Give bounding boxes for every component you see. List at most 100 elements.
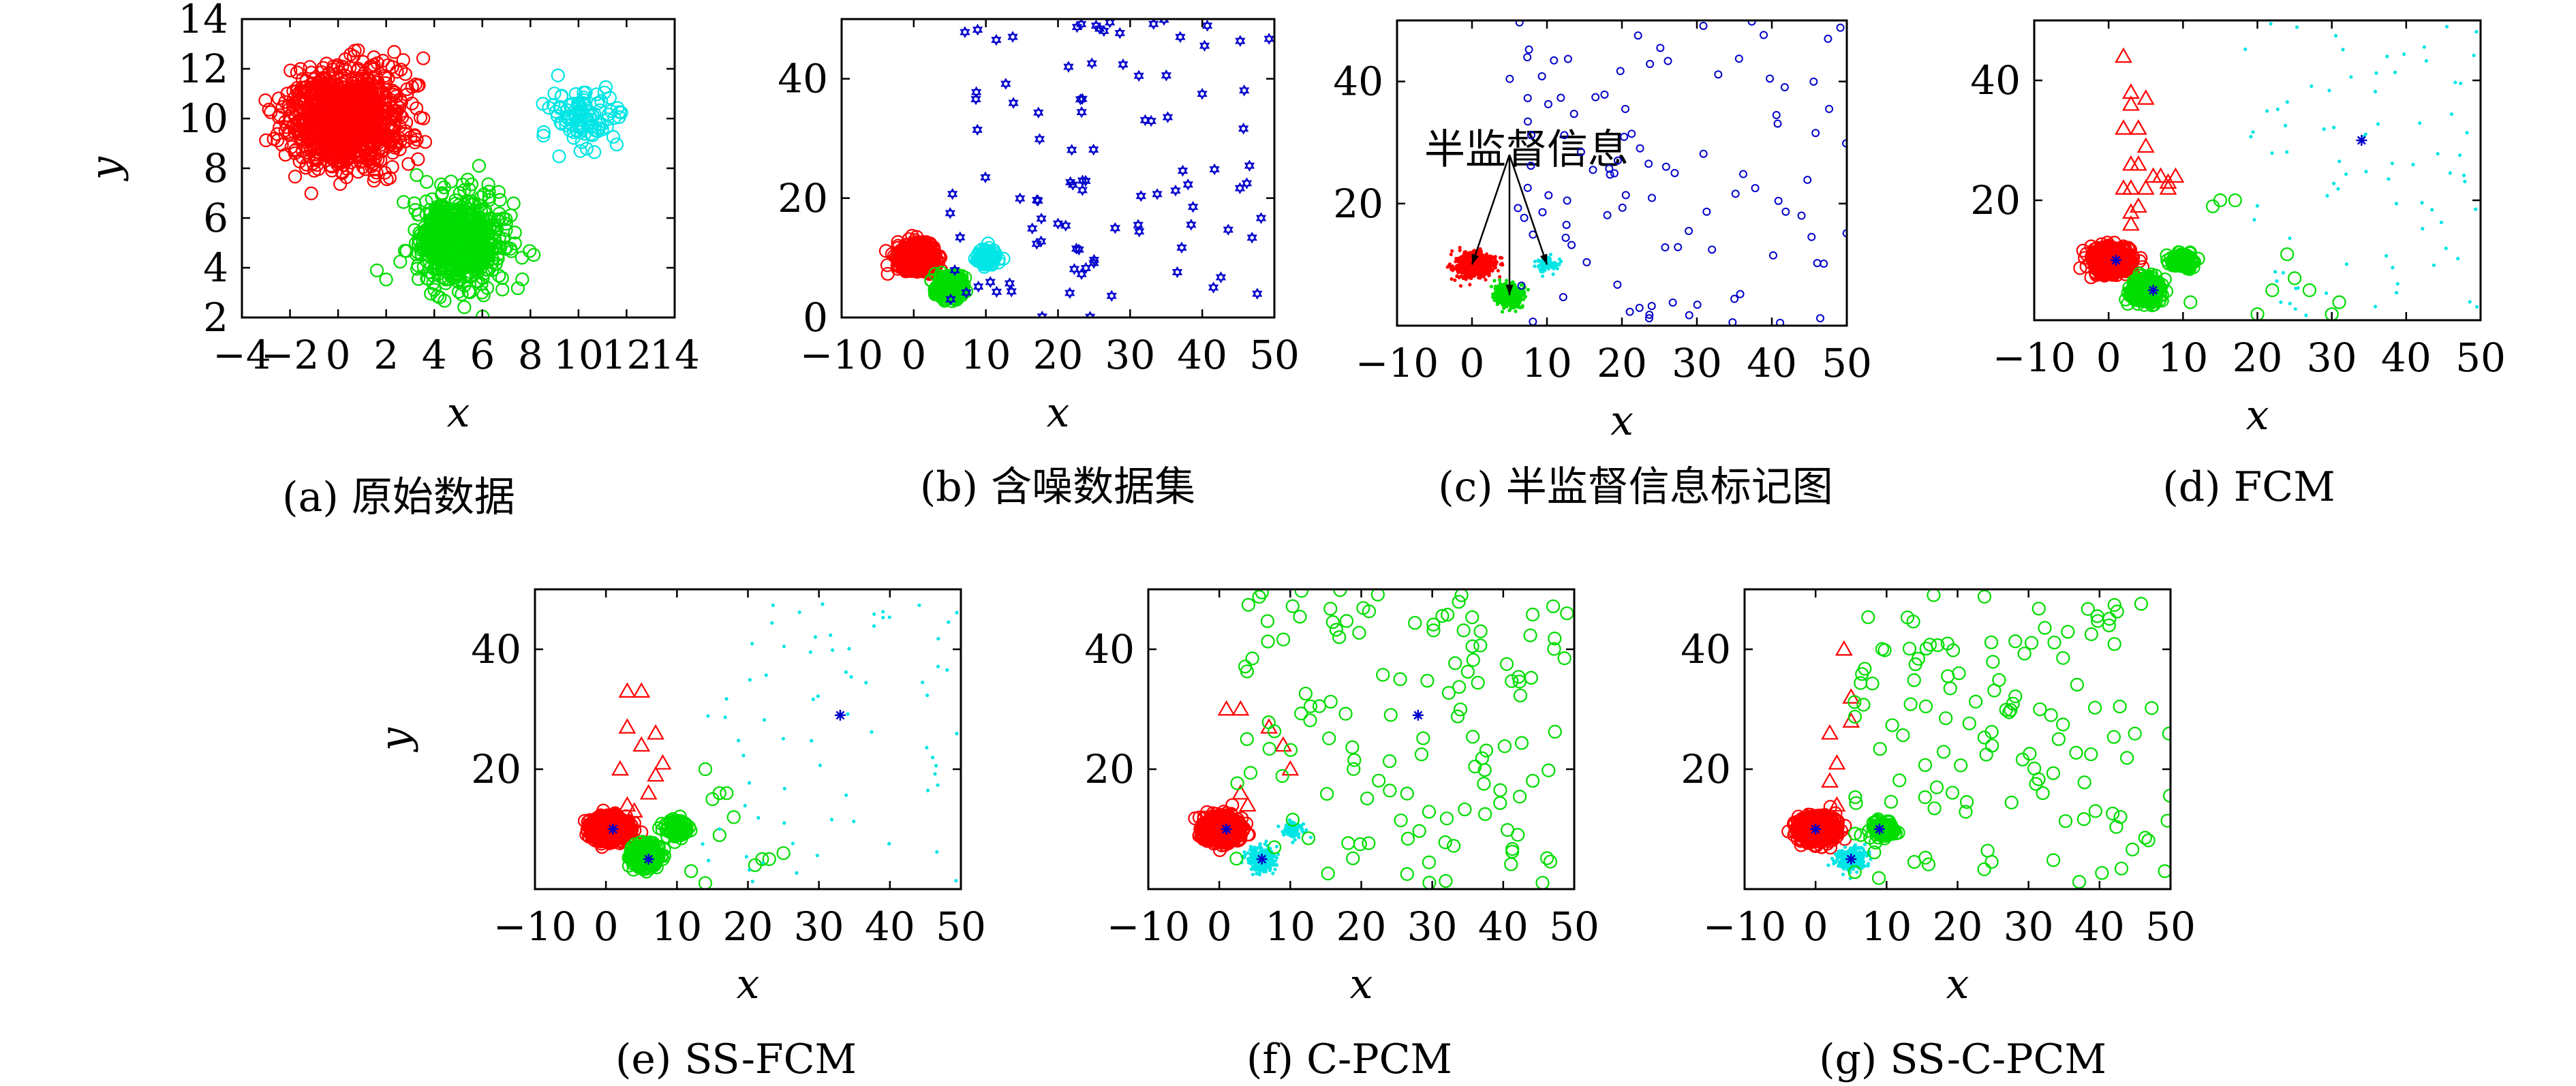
cyan-circle-point [568,87,583,102]
blue-smallcircle-point [1825,104,1834,113]
green-circle-point [412,207,426,222]
blue-star-point [1090,19,1102,32]
blue-star-point [1223,223,1233,236]
blue-star-point [1186,219,1197,231]
x-tick-label: −4 [213,332,271,378]
red-circle-point [355,81,369,95]
red-dot-point [1458,248,1462,253]
blue-star-point [1007,31,1018,43]
red-circle-point [342,85,357,99]
green-circle-point [483,238,497,253]
cyan-circle-point [573,144,587,158]
blue-smallcircle-point [1768,251,1777,260]
blue-star-point [1252,288,1263,300]
green-circle-point [455,287,469,302]
red-circle-point [304,186,318,200]
green-dot-point [1496,287,1500,291]
green-circle-point [515,251,529,265]
green-dot-point [1503,282,1507,286]
red-dot-point [1479,275,1484,279]
red-dot-point [1477,258,1481,263]
blue-star-point [1234,182,1246,194]
red-circle-point [367,162,381,176]
green-circle-point [491,251,505,266]
red-dot-point [1496,268,1500,273]
plot-area-a [258,43,628,317]
cyan-circle-point [551,68,565,82]
y-tick-label: 0 [803,294,828,341]
red-dot-point [1458,284,1463,288]
red-circle-point [284,140,298,155]
x-tick-label: 10 [961,332,1011,378]
green-circle-point [433,290,447,305]
blue-smallcircle-point [1527,161,1535,170]
y-tick-label: 40 [778,56,828,102]
blue-star-point [1006,285,1017,298]
red-circle-point [898,257,913,271]
red-dot-point [1461,266,1465,270]
green-circle-point [474,190,489,204]
caption-a: (a) 原始数据 [282,474,515,521]
blue-smallcircle-point [1544,191,1553,200]
green-dot-point [1509,306,1514,310]
blue-smallcircle-point [1523,93,1532,102]
y-tick-label: 20 [1333,181,1383,227]
red-circle-point [333,126,348,141]
cyan-dot-point [1542,266,1546,270]
red-dot-point [1445,265,1450,269]
red-dot-point [1483,259,1487,263]
x-tick-label: 40 [1747,340,1797,386]
green-circle-point [448,193,463,208]
blue-star-point [1159,19,1169,26]
red-dot-point [1493,255,1497,259]
red-circle-point [305,107,319,121]
x-tick-label: 0 [1460,340,1485,386]
green-circle-point [940,285,954,300]
blue-smallcircle-point [1560,131,1569,140]
green-circle-point [499,217,513,231]
red-dot-point [1490,268,1494,272]
blue-star-point [1033,106,1044,119]
blue-smallcircle-point [1514,204,1522,213]
blue-star-point [1263,33,1274,45]
green-circle-point [379,273,393,287]
blue-smallcircle-point [1731,189,1740,198]
red-dot-point [1456,270,1460,275]
red-dot-point [1477,270,1482,274]
red-circle-point [382,171,397,185]
cyan-dot-point [1557,257,1561,261]
cyan-circle-point [572,100,587,114]
blue-star-point [1215,271,1227,283]
red-circle-point [278,123,292,138]
red-dot-point [1451,264,1455,268]
blue-smallcircle-point [1797,211,1806,220]
red-circle-point [363,136,377,151]
blue-smallcircle-point [1811,129,1820,138]
green-circle-point [508,226,522,240]
y-tick-label: 14 [178,0,228,42]
red-circle-point [378,71,393,85]
red-dot-point [1498,255,1502,260]
red-dot-point [1497,275,1502,279]
blue-star-point [1246,232,1257,244]
blue-star-point [1015,192,1026,205]
x-tick-label: 10 [553,332,604,378]
blue-smallcircle-point [1576,148,1585,157]
blue-smallcircle-point [1538,208,1547,217]
x-tick-label: 2 [373,332,399,378]
red-circle-point [384,110,399,125]
blue-smallcircle-point [1760,31,1768,40]
red-circle-point [386,85,401,99]
cyan-dot-point [1554,264,1558,268]
blue-smallcircle-point [1751,184,1760,193]
red-circle-point [352,84,367,98]
blue-star-point [1027,222,1038,235]
blue-star-point [1088,143,1099,156]
cyan-circle-point [609,137,624,152]
green-dot-point [1497,298,1502,302]
green-dot-point [1520,305,1524,309]
blue-star-point [1135,189,1146,202]
annotation-arrowhead [1471,253,1479,265]
blue-star-point [991,33,1002,46]
